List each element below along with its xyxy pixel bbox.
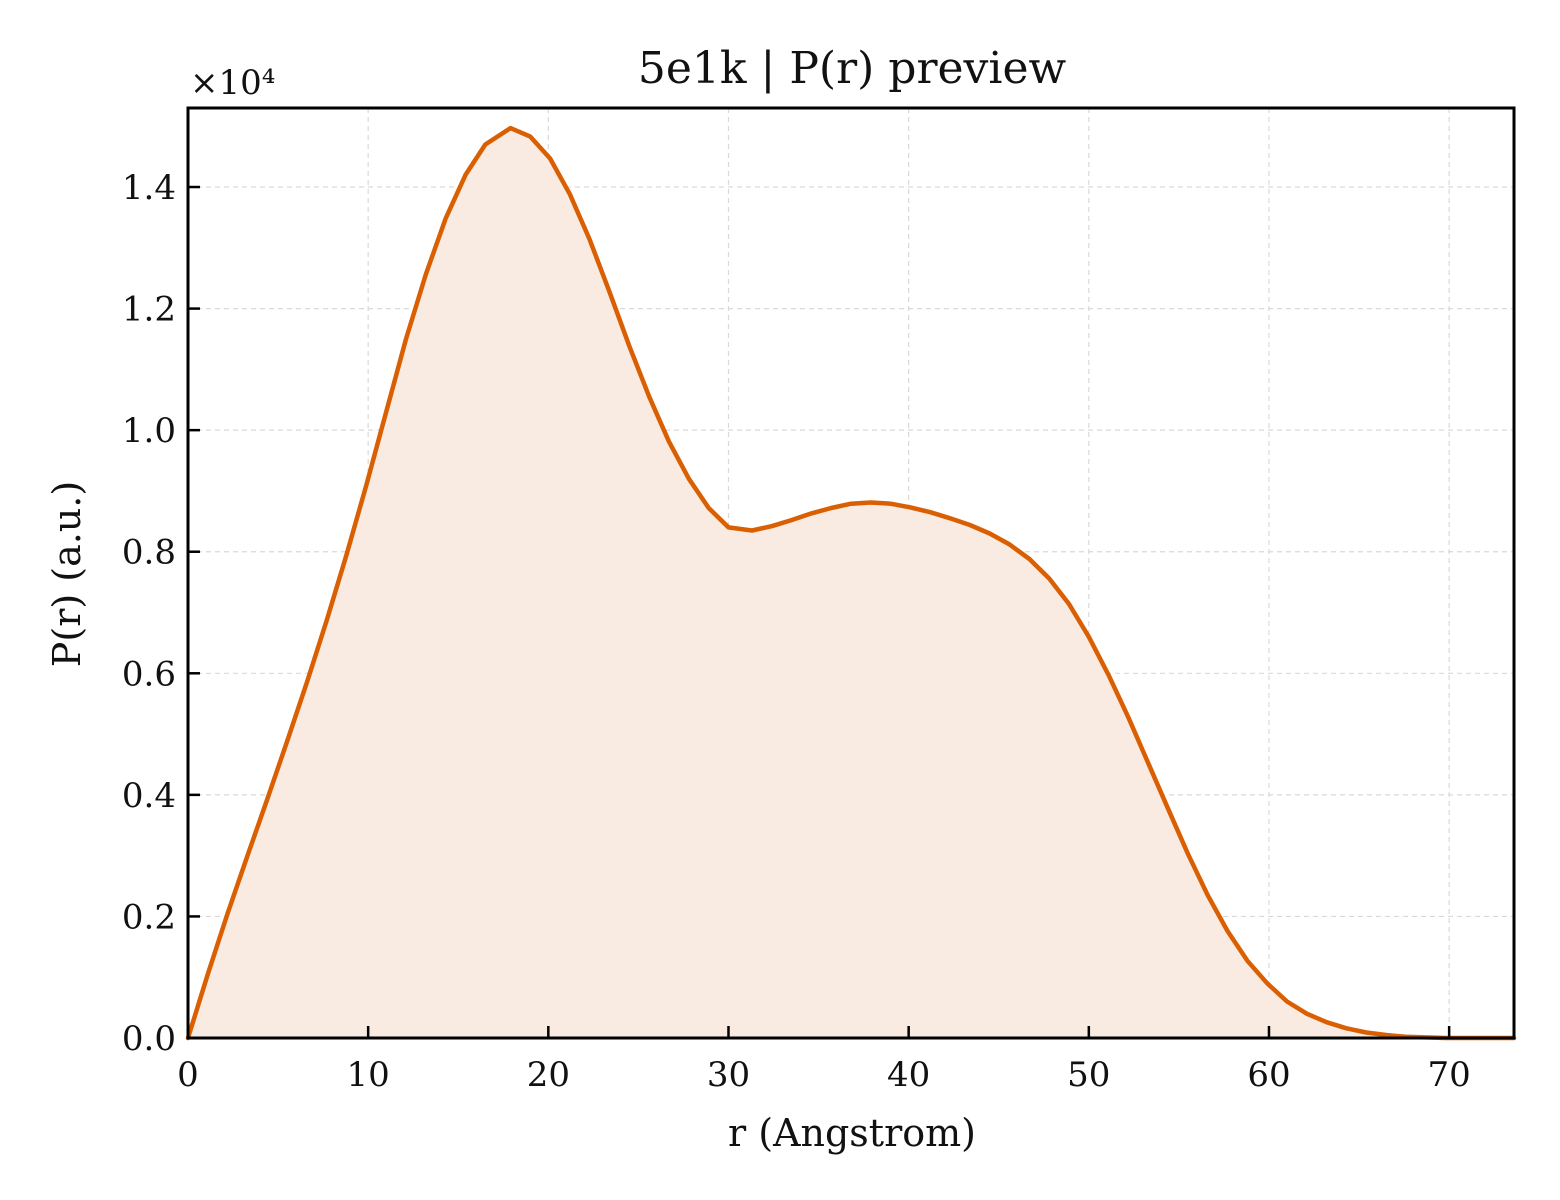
tick-labels: 0 10 20 30 40 50 60 70 0.0 0.2 0.4 0.6 0.8 1.0 1.2 1.4 <box>122 168 1471 1095</box>
y-tick-label: 0.2 <box>122 897 176 937</box>
y-tick-label: 1.2 <box>122 290 176 330</box>
x-tick-label: 40 <box>887 1055 930 1095</box>
x-tick-label: 20 <box>527 1055 570 1095</box>
y-tick-label: 0.0 <box>122 1019 176 1059</box>
chart-title: 5e1k | P(r) preview <box>638 43 1067 94</box>
x-tick-label: 60 <box>1247 1055 1290 1095</box>
x-tick-label: 0 <box>177 1055 199 1095</box>
y-tick-label: 0.6 <box>122 654 176 694</box>
y-tick-label: 1.4 <box>122 168 176 208</box>
x-axis-label: r (Angstrom) <box>728 1111 976 1155</box>
x-tick-label: 10 <box>347 1055 390 1095</box>
x-tick-label: 70 <box>1428 1055 1471 1095</box>
y-axis-multiplier: ×10⁴ <box>190 63 275 103</box>
x-tick-label: 50 <box>1067 1055 1110 1095</box>
y-tick-label: 1.0 <box>122 411 176 451</box>
y-tick-label: 0.8 <box>122 533 176 573</box>
x-tick-label: 30 <box>707 1055 750 1095</box>
area-fill <box>188 128 1514 1039</box>
plot-frame <box>186 106 1516 1040</box>
series-line <box>185 125 1517 1041</box>
y-axis-label: P(r) (a.u.) <box>45 481 89 667</box>
y-tick-label: 0.4 <box>122 776 176 816</box>
ticks <box>186 185 1451 1040</box>
